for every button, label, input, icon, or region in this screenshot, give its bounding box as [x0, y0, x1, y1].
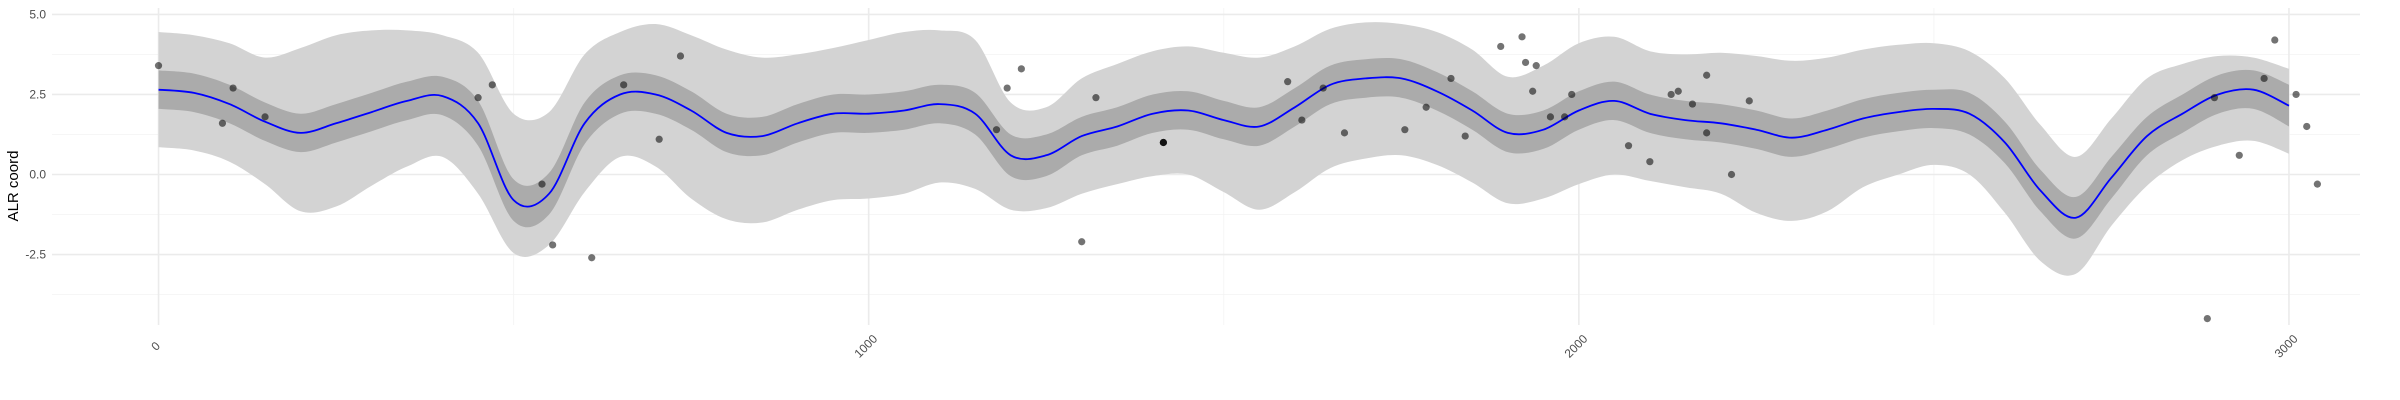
y-tick-label: -2.5 [25, 248, 46, 262]
data-point [1667, 90, 1675, 99]
data-point [1078, 238, 1086, 246]
data-point [488, 81, 496, 89]
y-axis-title: ALR coord [5, 151, 22, 222]
data-point [1561, 113, 1569, 121]
data-point [1159, 138, 1167, 147]
data-point [1003, 84, 1011, 92]
data-point [2203, 314, 2211, 323]
data-point [2313, 180, 2321, 188]
data-point [1422, 103, 1430, 111]
data-point [992, 126, 1001, 134]
data-point [1461, 132, 1469, 140]
data-point [154, 62, 163, 70]
data-point [1727, 170, 1736, 179]
data-point [1521, 58, 1530, 67]
data-point [538, 180, 546, 188]
inner-band-layer [158, 58, 2289, 239]
x-tick-label: 0 [148, 339, 163, 354]
data-point [2210, 94, 2219, 102]
outer-band [158, 22, 2289, 276]
data-point [620, 81, 628, 89]
data-point [1319, 84, 1327, 92]
data-point [1401, 126, 1409, 134]
outer-band-layer [158, 22, 2289, 276]
data-point [1340, 129, 1349, 137]
data-point [1745, 97, 1753, 105]
data-point [1532, 62, 1540, 70]
data-point [1568, 90, 1576, 99]
data-point [2260, 74, 2268, 83]
data-point [474, 94, 482, 102]
data-point [1624, 142, 1633, 150]
y-tick-label: 5.0 [29, 7, 46, 21]
data-point [261, 113, 269, 121]
data-point [1092, 94, 1100, 102]
data-point [2271, 36, 2279, 44]
x-tick-label: 1000 [851, 332, 880, 361]
data-point [588, 254, 596, 262]
data-point [1674, 87, 1682, 95]
data-point [1646, 158, 1654, 166]
mean-line [158, 76, 2290, 219]
data-point [655, 135, 663, 143]
data-point [1703, 129, 1711, 137]
data-point [1518, 33, 1526, 41]
data-point [2235, 151, 2243, 159]
data-point [1017, 65, 1025, 73]
data-point [1284, 78, 1292, 86]
mean-line-layer [158, 76, 2290, 219]
data-point [549, 241, 557, 249]
data-point [1529, 87, 1537, 95]
x-tick-label: 2000 [1562, 332, 1591, 361]
data-point [1688, 100, 1697, 108]
data-point [2292, 90, 2300, 99]
y-tick-label: 2.5 [29, 87, 46, 101]
data-point [676, 52, 685, 60]
data-point [1447, 74, 1455, 83]
points-layer [154, 33, 2321, 323]
data-point [218, 119, 227, 127]
data-point [1497, 42, 1505, 51]
inner-band [158, 58, 2289, 239]
data-point [1546, 113, 1555, 121]
data-point [229, 84, 237, 92]
y-tick-label: 0.0 [29, 168, 46, 182]
data-point [2303, 122, 2311, 131]
x-tick-label: 3000 [2272, 332, 2301, 361]
data-point [1703, 71, 1711, 79]
data-point [1298, 116, 1306, 124]
